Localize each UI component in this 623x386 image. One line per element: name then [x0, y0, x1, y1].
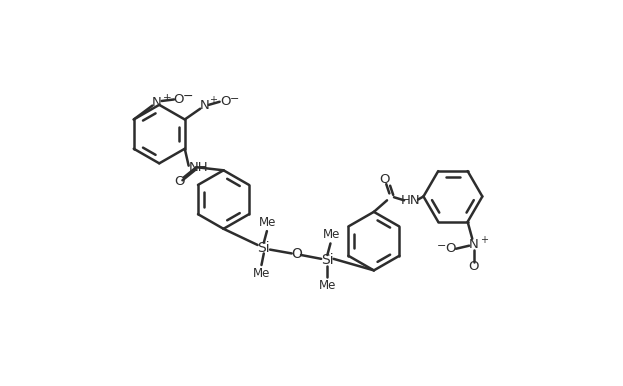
- Text: O: O: [379, 173, 390, 186]
- Text: O: O: [220, 95, 231, 108]
- Text: N: N: [152, 96, 162, 109]
- Text: +: +: [480, 235, 488, 244]
- Text: NH: NH: [189, 161, 209, 174]
- Text: O: O: [173, 93, 184, 106]
- Text: N: N: [469, 239, 478, 251]
- Text: Me: Me: [259, 216, 277, 229]
- Text: Me: Me: [253, 267, 270, 280]
- Text: O: O: [468, 260, 479, 273]
- Text: N: N: [199, 99, 209, 112]
- Text: −: −: [183, 90, 193, 103]
- Text: HN: HN: [401, 194, 420, 207]
- Text: Me: Me: [319, 279, 336, 292]
- Text: O: O: [174, 174, 184, 188]
- Text: Si: Si: [321, 253, 334, 267]
- Text: Si: Si: [257, 241, 270, 255]
- Text: +: +: [163, 93, 171, 103]
- Text: O: O: [445, 242, 456, 255]
- Text: O: O: [291, 247, 302, 261]
- Text: Me: Me: [323, 229, 340, 242]
- Text: +: +: [209, 95, 217, 105]
- Text: −: −: [437, 241, 446, 251]
- Text: −: −: [230, 94, 239, 104]
